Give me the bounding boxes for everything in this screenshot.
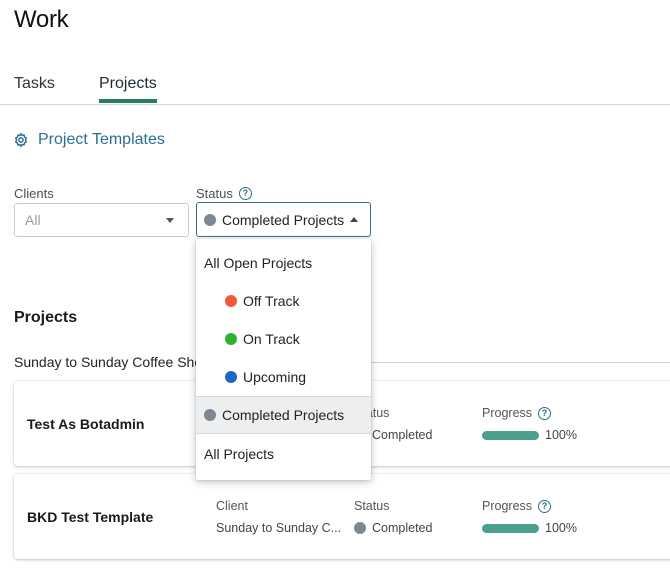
- option-off-track[interactable]: Off Track: [196, 282, 371, 320]
- tab-tasks[interactable]: Tasks: [14, 75, 55, 92]
- progress-label-text: Progress: [482, 499, 533, 513]
- project-name[interactable]: Test As Botadmin: [27, 416, 145, 432]
- progress-bar: [482, 430, 539, 440]
- help-icon[interactable]: ?: [538, 406, 552, 420]
- status-dropdown-menu: All Open Projects Off Track On Track Upc…: [196, 239, 371, 480]
- option-on-track[interactable]: On Track: [196, 320, 371, 358]
- chevron-down-icon: [166, 218, 174, 223]
- on-track-dot-icon: [225, 333, 237, 345]
- tab-projects[interactable]: Projects: [99, 75, 157, 103]
- progress-column-label: Progress ?: [482, 406, 552, 420]
- completed-dot-icon: [204, 409, 216, 421]
- option-label: On Track: [243, 331, 300, 347]
- clients-select[interactable]: All: [14, 203, 189, 237]
- status-value: Completed: [354, 521, 432, 535]
- status-value-text: Completed: [372, 428, 433, 442]
- completed-dot-icon: [354, 522, 366, 534]
- option-completed-projects[interactable]: Completed Projects: [196, 396, 371, 434]
- status-dot-icon: [204, 213, 216, 226]
- progress-label-text: Progress: [482, 406, 533, 420]
- clients-filter-label: Clients: [14, 186, 54, 201]
- progress-value: 100%: [482, 428, 577, 442]
- status-label-text: Status: [196, 186, 233, 201]
- option-all-projects[interactable]: All Projects: [196, 435, 371, 473]
- progress-percent: 100%: [545, 521, 577, 535]
- progress-value: 100%: [482, 521, 577, 535]
- option-label: All Open Projects: [204, 255, 313, 271]
- progress-percent: 100%: [545, 428, 577, 442]
- upcoming-dot-icon: [225, 371, 237, 383]
- project-templates-link[interactable]: Project Templates: [13, 131, 165, 149]
- projects-section-title: Projects: [14, 309, 78, 326]
- progress-column-label: Progress ?: [482, 499, 552, 513]
- client-group-title: Sunday to Sunday Coffee Sho: [14, 354, 203, 370]
- off-track-dot-icon: [225, 295, 237, 307]
- option-label: Completed Projects: [222, 407, 345, 423]
- status-value-text: Completed: [372, 521, 433, 535]
- option-label: All Projects: [204, 446, 275, 462]
- project-templates-label: Project Templates: [38, 131, 165, 148]
- help-icon[interactable]: ?: [238, 187, 252, 200]
- client-column-label: Client: [216, 499, 248, 513]
- client-value: Sunday to Sunday C...: [216, 521, 342, 535]
- status-select-value: Completed Projects: [222, 211, 345, 228]
- chevron-up-icon: [350, 217, 358, 222]
- option-upcoming[interactable]: Upcoming: [196, 358, 371, 396]
- group-divider: [200, 362, 670, 363]
- option-label: Upcoming: [243, 369, 307, 385]
- status-filter-label: Status ?: [196, 186, 252, 201]
- project-card[interactable]: BKD Test Template Client Sunday to Sunda…: [14, 474, 670, 559]
- tab-bar: Tasks Projects: [0, 70, 670, 105]
- progress-bar: [482, 523, 539, 533]
- project-name[interactable]: BKD Test Template: [27, 509, 154, 525]
- status-select[interactable]: Completed Projects: [196, 202, 371, 237]
- status-column-label: Status: [354, 499, 390, 513]
- option-all-open-projects[interactable]: All Open Projects: [196, 244, 371, 282]
- clients-label-text: Clients: [14, 186, 54, 201]
- option-label: Off Track: [243, 293, 300, 309]
- gear-icon: [13, 132, 29, 148]
- help-icon[interactable]: ?: [538, 499, 552, 513]
- page-title: Work: [14, 6, 69, 33]
- clients-select-value: All: [25, 212, 41, 228]
